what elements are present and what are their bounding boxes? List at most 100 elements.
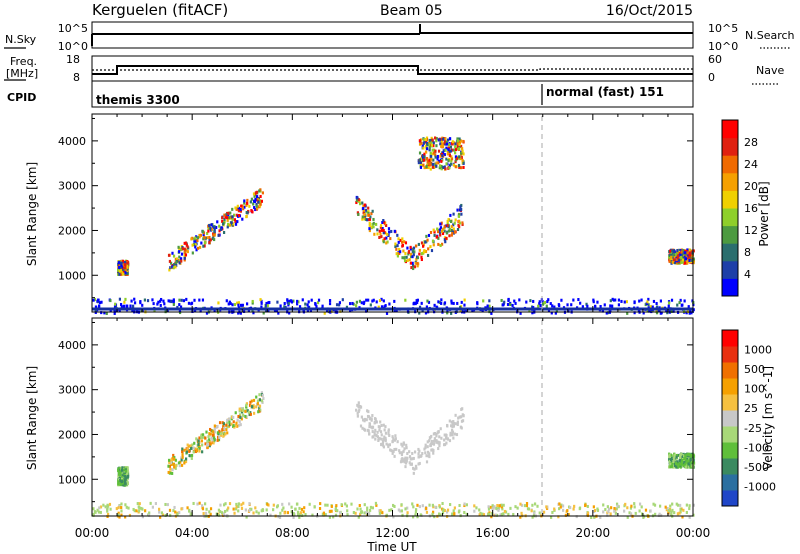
scatter-point [418,158,422,162]
scatter-point [250,197,253,201]
scatter-point [201,507,205,511]
scatter-point [244,410,247,414]
scatter-point [378,235,381,239]
scatter-point [675,253,678,257]
x-tick-label: 04:00 [175,526,210,540]
scatter-point [186,245,189,249]
scatter-point [439,154,442,158]
scatter-point [424,137,427,141]
scatter-point [98,301,102,305]
scatter-point [446,311,449,315]
scatter-point [454,218,457,222]
scatter-point [371,299,374,303]
scatter-point [672,457,675,461]
scatter-point [615,502,619,506]
scatter-point [195,449,199,453]
scatter-point [242,501,245,505]
scatter-point [239,311,242,315]
scatter-point [558,502,561,506]
scatter-point [418,461,421,465]
scatter-point [399,509,402,513]
scatter-point [334,513,338,517]
scatter-point [407,252,410,256]
scatter-point [640,505,643,509]
scatter-point [396,440,399,444]
scatter-point [675,465,678,469]
scatter-point [180,252,184,256]
x-tick-label: 12:00 [375,526,410,540]
scatter-point [248,502,251,506]
scatter-point [681,252,684,256]
scatter-point [670,298,674,302]
scatter-point [425,157,429,161]
scatter-point [558,304,561,308]
scatter-point [183,256,186,260]
colorbar-swatch [722,426,738,443]
scatter-point [609,299,612,303]
scatter-point [420,301,423,305]
scatter-point [237,502,240,506]
scatter-point [456,144,459,148]
scatter-point [410,255,413,259]
scatter-point [686,251,689,255]
scatter-point [390,229,393,233]
scatter-point [452,148,455,152]
scatter-point [444,148,447,152]
scatter-point [367,210,370,214]
scatter-point [611,304,614,308]
scatter-point [133,509,136,513]
scatter-point [422,250,426,254]
scatter-point [172,509,175,513]
scatter-point [634,511,637,515]
scatter-point [439,244,442,248]
scatter-point [686,248,689,252]
scatter-point [117,513,120,517]
scatter-point [109,309,112,313]
scatter-point [441,501,444,505]
scatter-point [445,236,448,240]
scatter-point [689,254,692,258]
scatter-point [383,305,386,309]
scatter-point [438,164,442,168]
scatter-point [380,235,383,239]
scatter-point [577,298,580,302]
scatter-point [614,511,617,515]
scatter-point [217,435,220,439]
scatter-point [119,470,122,474]
scatter-point [99,510,102,514]
scatter-point [601,309,604,313]
scatter-point [446,508,450,512]
scatter-point [452,436,455,440]
scatter-point [128,513,132,517]
scatter-point [690,311,693,315]
scatter-point [401,451,404,455]
scatter-point [138,509,141,513]
scatter-point [445,142,449,146]
scatter-point [257,511,260,515]
scatter-point [687,465,690,469]
scatter-point [277,311,280,315]
scatter-point [448,166,451,170]
scatter-point [178,309,181,313]
scatter-point [424,443,427,447]
scatter-point [447,159,450,163]
scatter-point [461,222,464,226]
scatter-point [596,507,599,511]
scatter-point [335,504,338,508]
scatter-point [451,142,454,146]
scatter-point [362,208,366,212]
scatter-point [376,228,379,232]
scatter-point [442,149,445,153]
scatter-point [676,303,679,307]
scatter-point [358,299,362,303]
scatter-point [249,200,252,204]
scatter-point [191,243,194,247]
scatter-point [389,448,392,452]
scatter-point [92,512,95,516]
beam-title: Beam 05 [380,3,443,19]
scatter-point [439,222,442,226]
scatter-point [174,265,177,269]
scatter-point [221,222,225,226]
scatter-point [231,303,234,307]
scatter-point [174,466,177,470]
